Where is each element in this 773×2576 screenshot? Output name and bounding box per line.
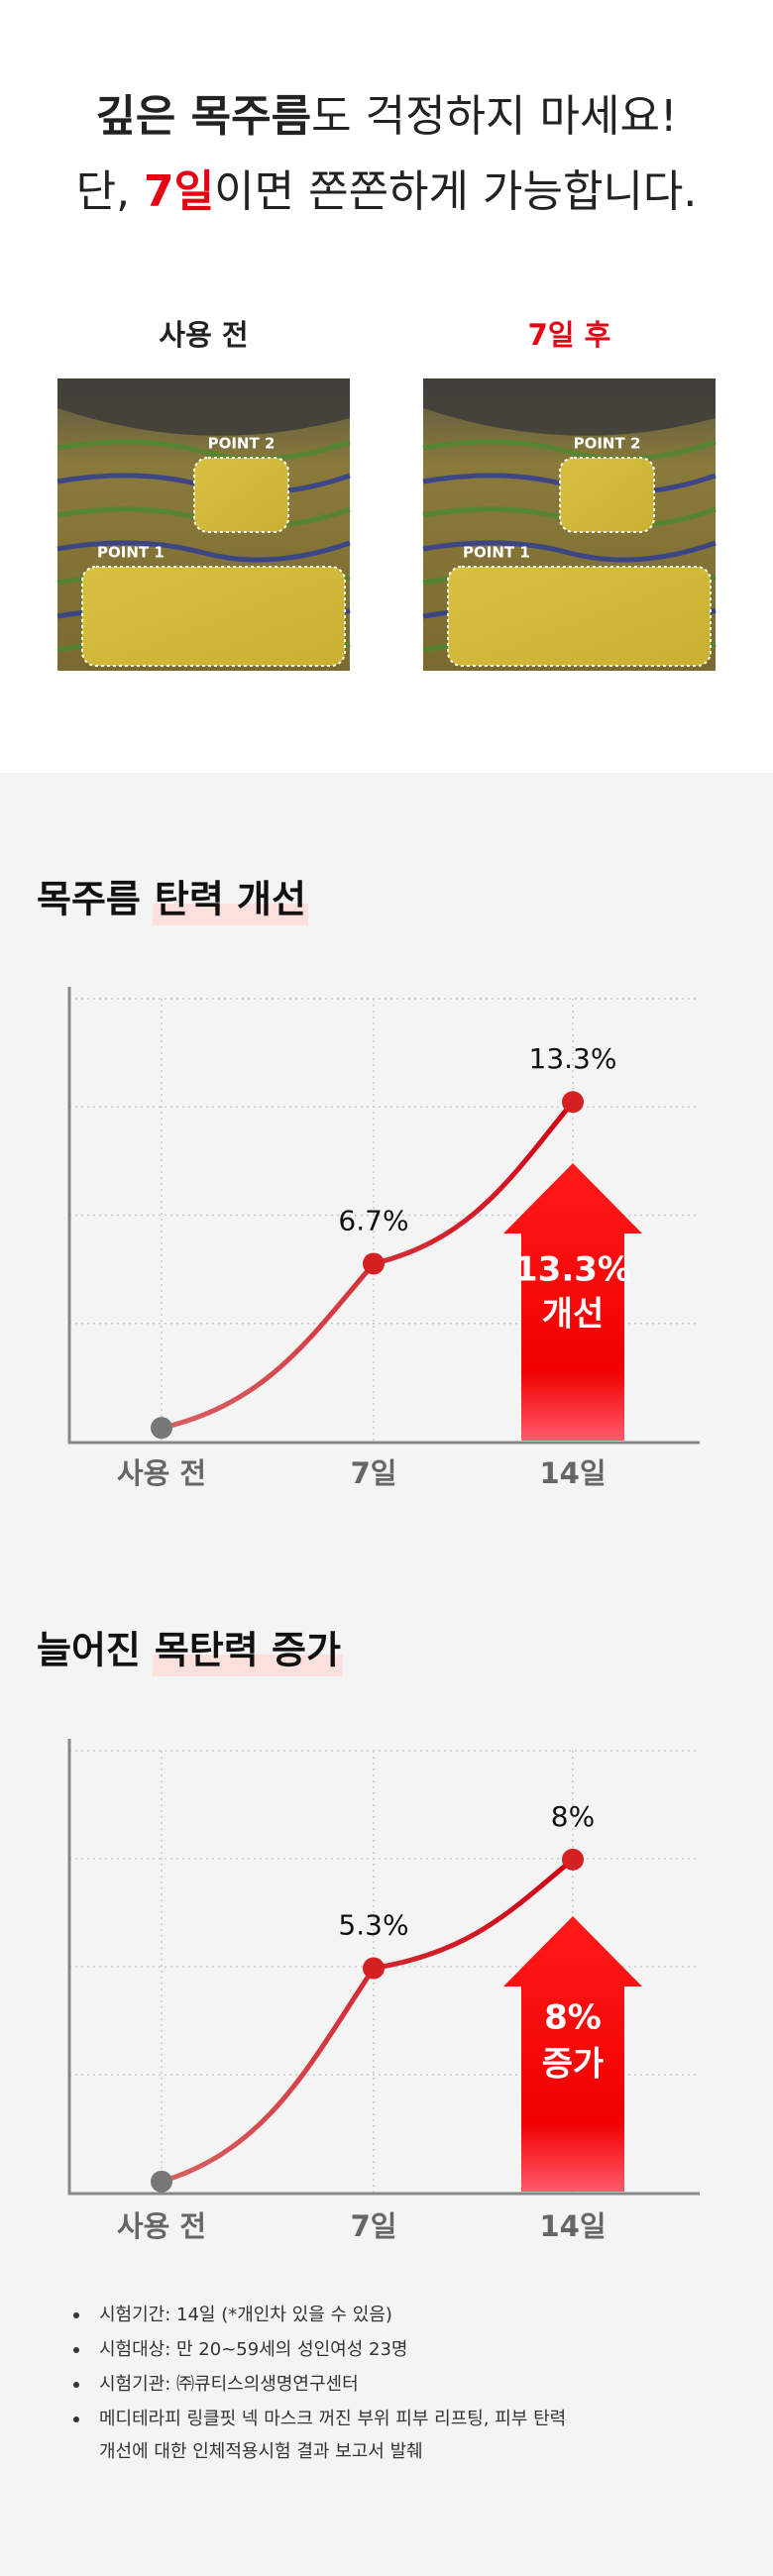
note-text: 시험기관: ㈜큐티스의생명연구센터 xyxy=(99,2374,359,2395)
chart-title: 늘어진 xyxy=(37,1629,141,1672)
headline-part: 깊은 목주름 xyxy=(95,91,311,142)
point-box xyxy=(81,566,346,667)
arrow-label: 8% xyxy=(544,1998,602,2038)
bullet xyxy=(73,2347,79,2353)
headline-part: 7일 xyxy=(144,166,214,217)
point-label: POINT 2 xyxy=(574,435,641,453)
x-tick-label: 14일 xyxy=(539,2209,606,2243)
axis xyxy=(67,987,700,1445)
data-point xyxy=(151,1417,172,1440)
data-label: 13.3% xyxy=(529,1042,617,1075)
note-text: 시험대상: 만 20~59세의 성인여성 23명 xyxy=(99,2339,407,2360)
x-tick-label: 사용 전 xyxy=(117,1456,206,1490)
gray-section xyxy=(0,773,773,2576)
headline: 단, 7일이면 쫀쫀하게 가능합니다. xyxy=(76,166,698,217)
title-highlight xyxy=(152,1655,343,1676)
point-box xyxy=(447,566,712,667)
data-point xyxy=(562,1848,584,1871)
chart-title: 탄력 개선 xyxy=(155,878,306,921)
data-point xyxy=(562,1091,584,1114)
headline-part: 단, xyxy=(76,166,144,217)
photo-shadow xyxy=(57,378,350,436)
arrow-label: 증가 xyxy=(542,2045,605,2085)
x-tick-label: 사용 전 xyxy=(117,2209,206,2243)
headline-part: 도 걱정하지 마세요! xyxy=(311,91,677,142)
bullet xyxy=(73,2382,79,2388)
skin-line xyxy=(422,439,717,462)
point-box xyxy=(559,457,655,533)
data-point xyxy=(363,1252,385,1275)
chart-title: 목탄력 증가 xyxy=(155,1629,341,1672)
point-label: POINT 2 xyxy=(208,435,276,453)
axis xyxy=(67,1739,700,2196)
headline-part: 이면 쫀쫀하게 가능합니다. xyxy=(214,166,697,217)
skin-line xyxy=(56,439,351,462)
data-label: 6.7% xyxy=(338,1204,408,1236)
note-text: 시험기간: 14일 (*개인차 있을 수 있음) xyxy=(99,2305,392,2325)
headline: 깊은 목주름도 걱정하지 마세요! xyxy=(95,91,677,142)
bullet xyxy=(73,2312,79,2318)
bullet xyxy=(73,2416,79,2422)
x-tick-label: 7일 xyxy=(351,2209,397,2243)
data-label: 5.3% xyxy=(338,1909,408,1942)
data-point xyxy=(151,2170,172,2193)
comparison-label: 사용 전 xyxy=(159,318,248,352)
arrow xyxy=(503,1163,642,1441)
arrow xyxy=(503,1916,642,2192)
data-label: 8% xyxy=(551,1800,595,1833)
point-label: POINT 1 xyxy=(97,544,165,562)
arrow-label: 13.3% xyxy=(514,1250,631,1290)
note-text: 개선에 대한 인체적용시험 결과 보고서 발췌 xyxy=(99,2441,423,2462)
photo-shadow xyxy=(423,378,716,436)
note-text: 메디테라피 링클핏 넥 마스크 꺼진 부위 피부 리프팅, 피부 탄력 xyxy=(99,2409,566,2429)
point-box xyxy=(193,457,289,533)
comparison-label: 7일 후 xyxy=(528,318,611,352)
data-point xyxy=(363,1957,385,1980)
title-highlight xyxy=(152,904,308,925)
chart-title: 목주름 xyxy=(37,878,141,921)
x-tick-label: 7일 xyxy=(351,1456,397,1490)
skin-line xyxy=(56,540,351,563)
skin-line xyxy=(422,540,717,563)
x-tick-label: 14일 xyxy=(539,1456,606,1490)
point-label: POINT 1 xyxy=(463,544,530,562)
arrow-label: 개선 xyxy=(542,1295,605,1335)
